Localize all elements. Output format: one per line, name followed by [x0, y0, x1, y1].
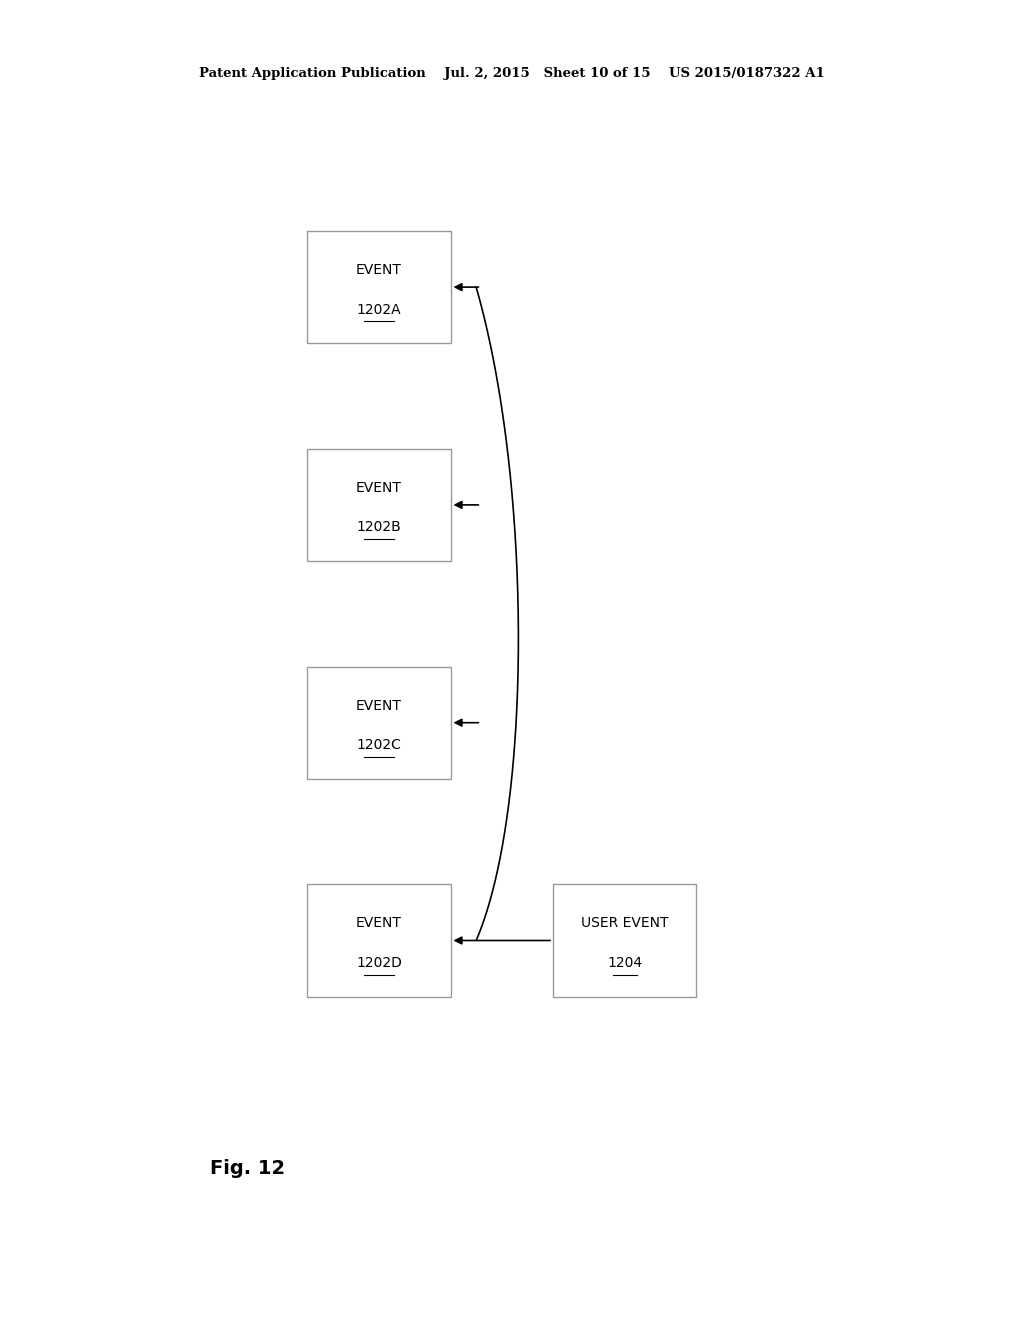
Text: Patent Application Publication    Jul. 2, 2015   Sheet 10 of 15    US 2015/01873: Patent Application Publication Jul. 2, 2… — [199, 67, 825, 81]
FancyBboxPatch shape — [307, 884, 451, 997]
Text: 1204: 1204 — [607, 956, 642, 970]
Text: 1202D: 1202D — [356, 956, 401, 970]
Text: EVENT: EVENT — [356, 480, 401, 495]
Text: 1202A: 1202A — [356, 302, 401, 317]
FancyBboxPatch shape — [307, 667, 451, 779]
Text: 1202B: 1202B — [356, 520, 401, 535]
FancyBboxPatch shape — [553, 884, 696, 997]
FancyBboxPatch shape — [307, 231, 451, 343]
Text: 1202C: 1202C — [356, 738, 401, 752]
Text: EVENT: EVENT — [356, 916, 401, 931]
FancyBboxPatch shape — [307, 449, 451, 561]
Text: EVENT: EVENT — [356, 698, 401, 713]
Text: USER EVENT: USER EVENT — [581, 916, 669, 931]
Text: Fig. 12: Fig. 12 — [210, 1159, 285, 1177]
Text: EVENT: EVENT — [356, 263, 401, 277]
